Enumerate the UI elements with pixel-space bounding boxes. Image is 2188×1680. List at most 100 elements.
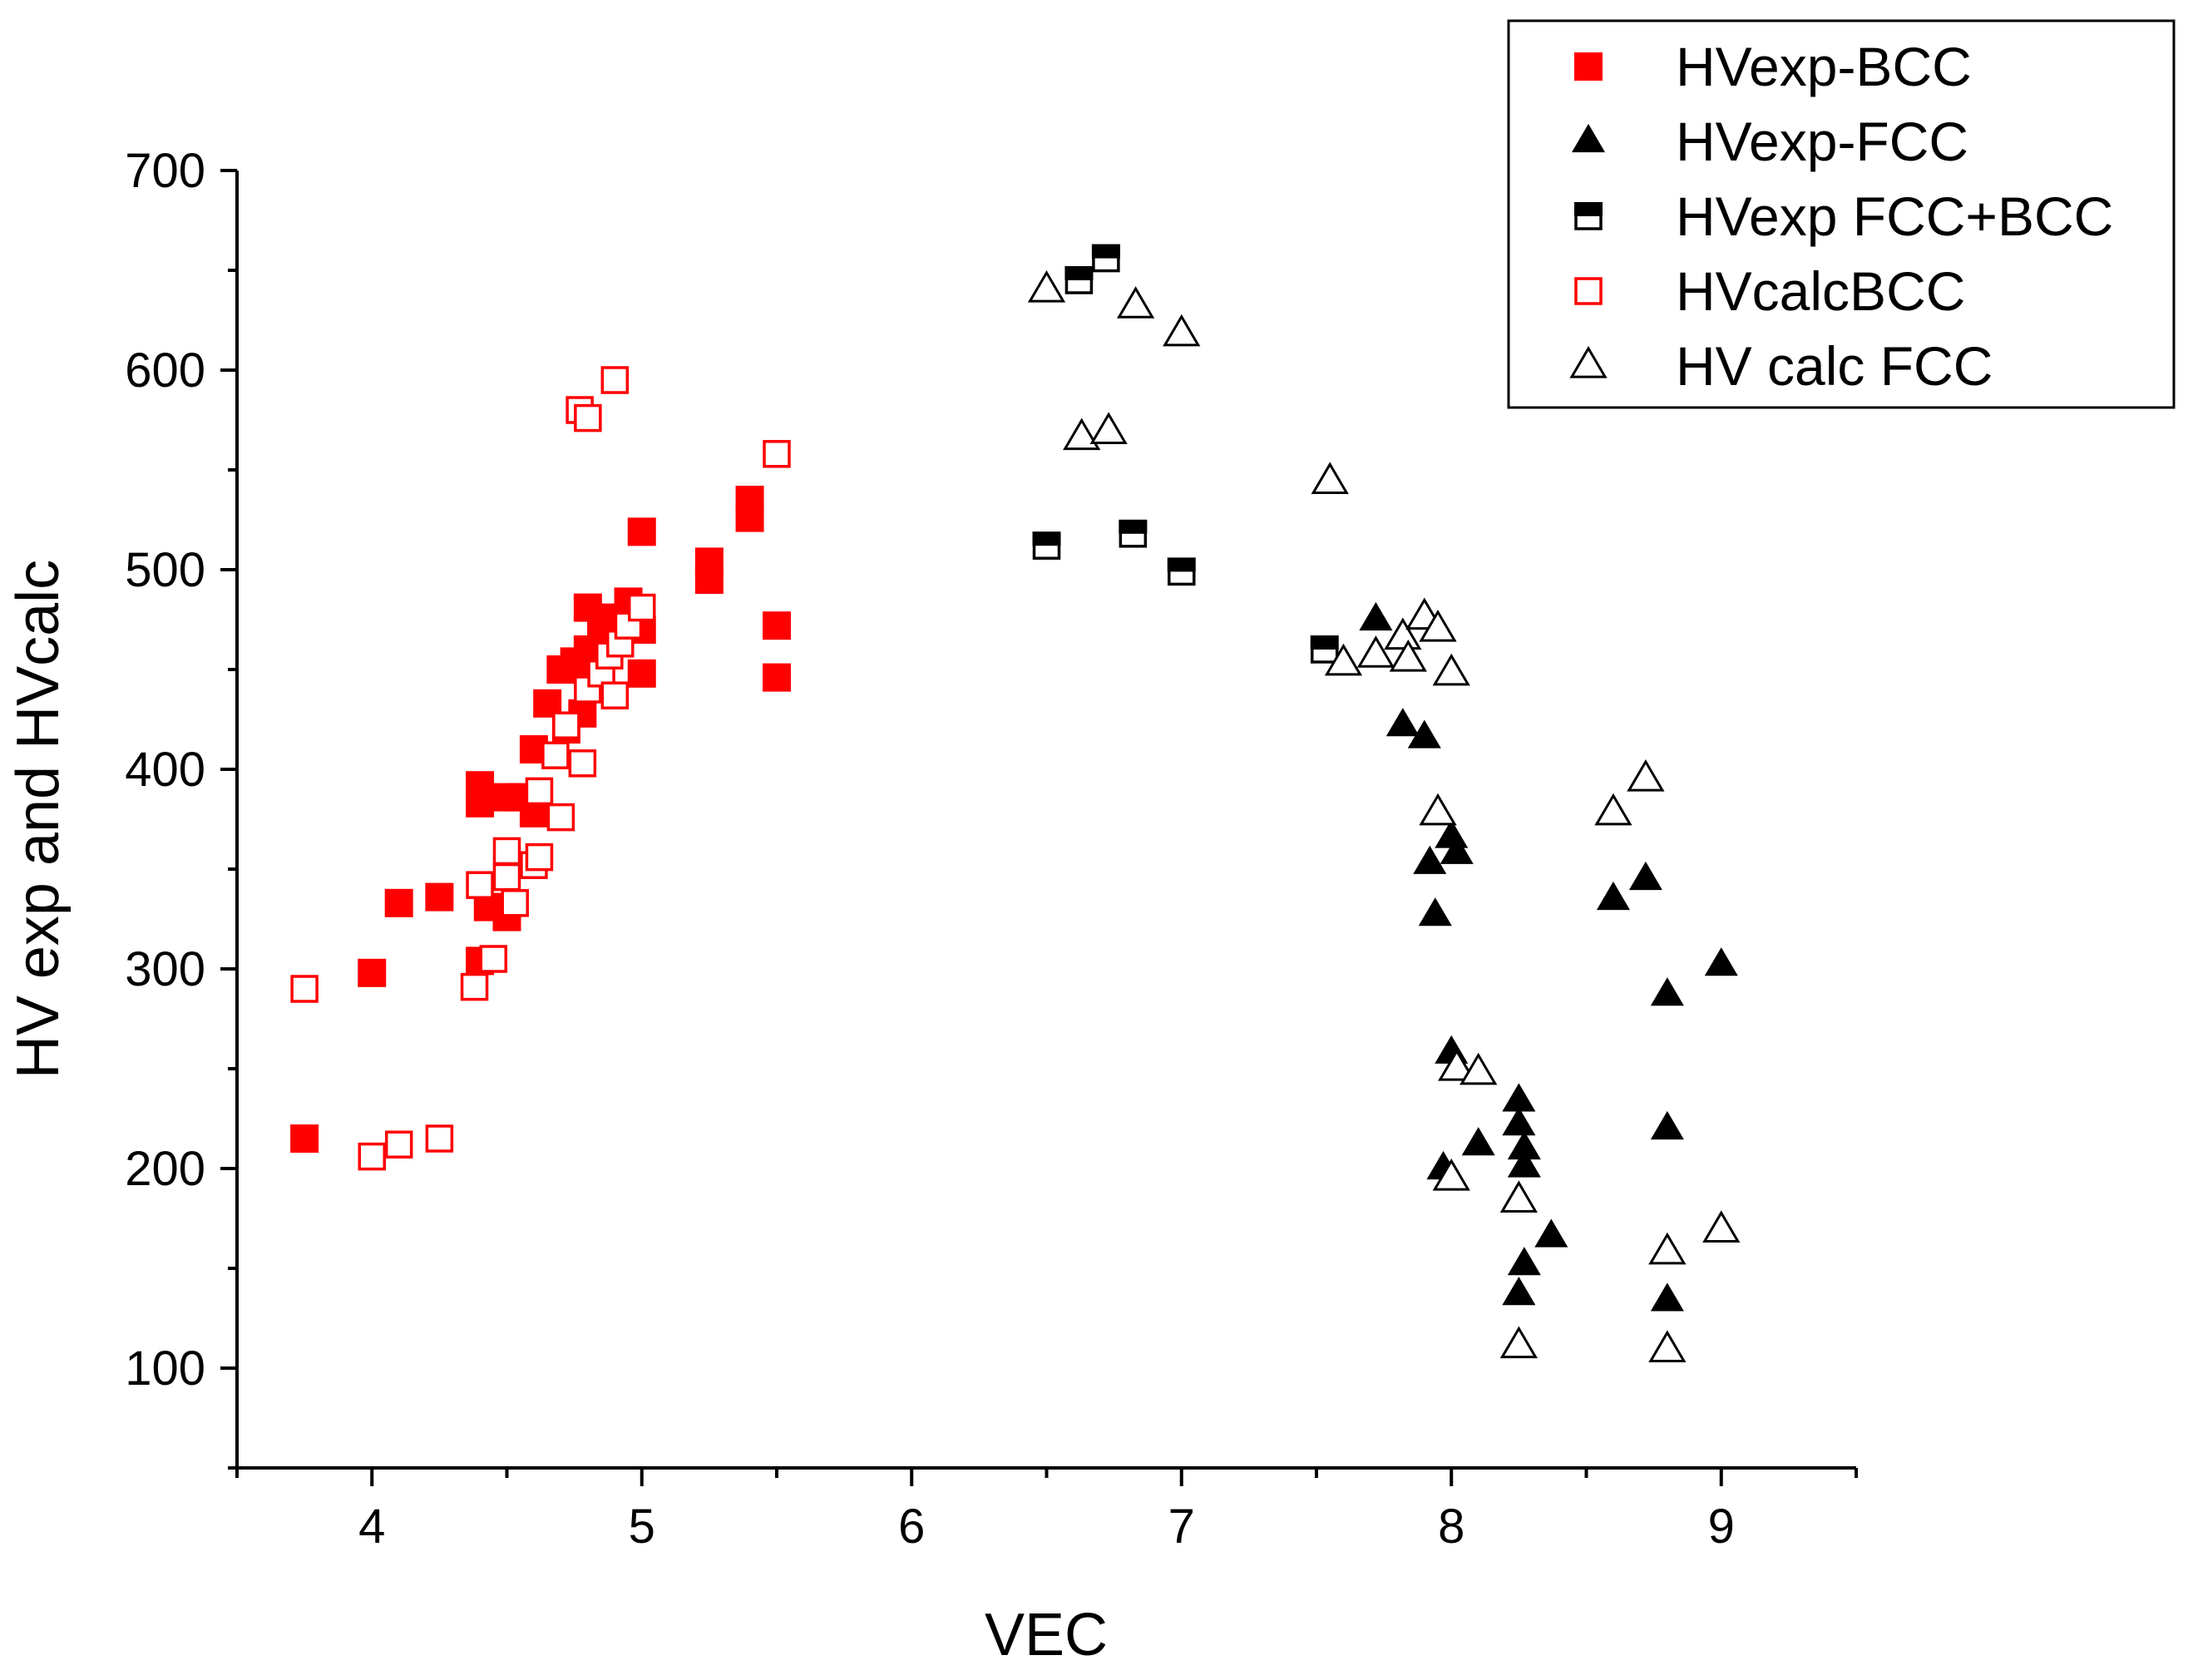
- data-point: [1648, 1232, 1687, 1265]
- data-point: [358, 1142, 386, 1171]
- data-point: [627, 517, 656, 546]
- data-point: [1432, 653, 1470, 686]
- y-tick-label: 700: [125, 144, 205, 198]
- y-tick-label: 100: [125, 1342, 205, 1396]
- data-point: [1385, 708, 1420, 737]
- data-point: [1119, 519, 1148, 548]
- data-point: [479, 945, 508, 973]
- data-point: [525, 842, 554, 872]
- data-point: [1419, 609, 1457, 642]
- data-point: [546, 803, 575, 832]
- legend-marker: [1571, 123, 1606, 153]
- data-point: [541, 741, 570, 769]
- data-point: [1440, 835, 1474, 864]
- data-point: [627, 659, 656, 688]
- y-tick-label: 600: [125, 343, 205, 398]
- data-point: [466, 871, 494, 899]
- data-point: [466, 771, 495, 800]
- x-tick-label: 4: [358, 1500, 385, 1554]
- data-point: [290, 1124, 319, 1153]
- legend-marker: [1574, 52, 1603, 81]
- data-point: [1502, 1083, 1536, 1112]
- data-point: [1507, 1130, 1541, 1160]
- data-point: [525, 777, 554, 806]
- data-point: [1502, 1277, 1536, 1306]
- legend-box: [1507, 19, 2176, 409]
- data-point: [1650, 1110, 1684, 1140]
- data-point: [1311, 462, 1349, 494]
- x-ticks: 4 5 6 7 8 9: [235, 1468, 1858, 1554]
- data-point: [425, 882, 454, 912]
- data-point: [600, 681, 630, 709]
- data-point: [1384, 617, 1422, 650]
- data-point: [735, 486, 764, 514]
- data-point: [1534, 1218, 1568, 1248]
- data-point: [1628, 861, 1662, 891]
- legend-label: HVexp-FCC: [1676, 111, 1968, 172]
- x-tick-label: 7: [1168, 1500, 1195, 1554]
- y-tick-label: 300: [125, 942, 205, 996]
- data-point: [1461, 1127, 1495, 1156]
- data-point: [1499, 1180, 1539, 1213]
- data-point: [492, 862, 521, 892]
- data-point: [501, 889, 529, 917]
- data-point: [1502, 1107, 1536, 1136]
- legend-marker: [1569, 345, 1608, 378]
- data-point: [1650, 1282, 1684, 1312]
- x-tick-label: 8: [1438, 1500, 1464, 1554]
- data-point: [1089, 412, 1128, 444]
- y-tick-label: 200: [125, 1142, 205, 1196]
- data-point: [1413, 845, 1447, 874]
- data-point: [1163, 314, 1201, 347]
- data-marks: [290, 244, 1741, 1362]
- data-point: [574, 403, 602, 432]
- legend-label: HVcalcBCC: [1676, 260, 1965, 322]
- legend-marker: [1574, 202, 1603, 230]
- data-point: [1027, 269, 1066, 303]
- data-point: [1063, 418, 1101, 451]
- data-point: [1407, 719, 1441, 749]
- data-point: [1596, 881, 1630, 911]
- data-point: [1704, 947, 1738, 976]
- data-point: [1167, 557, 1196, 586]
- data-point: [694, 547, 724, 576]
- data-point: [763, 611, 791, 640]
- data-point: [1499, 1326, 1539, 1359]
- x-axis-title: VEC: [985, 1602, 1108, 1668]
- data-point: [600, 366, 630, 394]
- legend-label: HV calc FCC: [1676, 335, 1993, 397]
- data-point: [492, 837, 521, 866]
- y-tick-label: 400: [125, 743, 205, 797]
- data-point: [1418, 897, 1452, 926]
- data-point: [628, 593, 656, 622]
- data-point: [552, 711, 580, 739]
- data-point: [1324, 643, 1363, 676]
- data-point: [1389, 639, 1427, 672]
- data-point: [1594, 793, 1632, 826]
- data-point: [1650, 977, 1684, 1006]
- legend-label: HVexp-BCC: [1676, 36, 1972, 97]
- x-tick-label: 9: [1708, 1500, 1735, 1554]
- data-point: [568, 749, 597, 778]
- data-point: [460, 972, 489, 1001]
- data-point: [290, 975, 319, 1003]
- legend: HVexp-BCC HVexp-FCC HVexp FCC+BCC HVcalcBCC…: [1507, 19, 2176, 409]
- data-point: [1419, 793, 1457, 826]
- data-point: [384, 888, 413, 917]
- data-point: [1116, 286, 1155, 319]
- data-point: [425, 1124, 454, 1153]
- data-point: [1310, 635, 1339, 664]
- data-point: [1032, 531, 1061, 560]
- data-point: [1627, 758, 1665, 792]
- data-point: [1648, 1330, 1687, 1362]
- y-ticks: 100 200 300 400 500 600 700: [125, 144, 237, 1470]
- data-point: [1091, 244, 1120, 273]
- data-point: [1356, 635, 1395, 668]
- data-point: [1459, 1052, 1498, 1085]
- data-point: [1432, 1158, 1470, 1191]
- legend-marker: [1574, 277, 1603, 305]
- data-point: [1507, 1149, 1541, 1178]
- y-axis-title: HV exp and HVcalc: [5, 560, 72, 1079]
